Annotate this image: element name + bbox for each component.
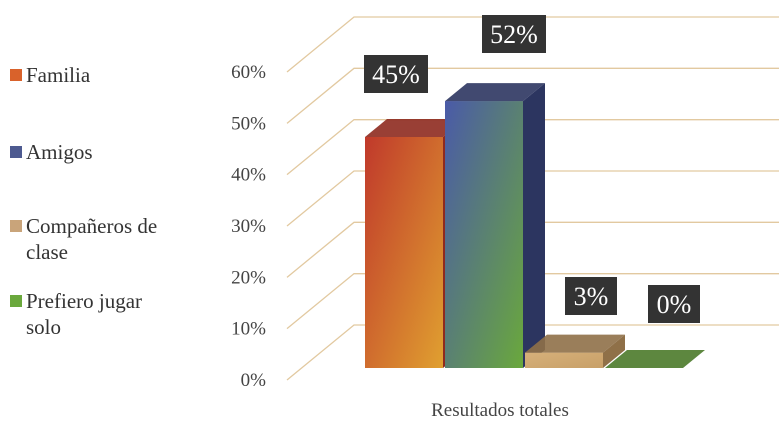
y-tick-label: 10% [231,319,266,340]
bar-top [605,350,705,368]
legend-swatch-amigos [10,146,22,158]
legend-item-familia: Familia [10,62,90,88]
y-tick-label: 30% [231,216,266,237]
gridline [286,324,779,381]
svg-text:0%: 0% [657,290,692,319]
gridlines [286,16,779,381]
gridline [286,221,779,278]
legend-label: Prefiero jugar solo [26,289,143,339]
bar-top [445,83,545,102]
legend-swatch-companeros [10,220,22,232]
gridline [286,67,779,124]
svg-text:52%: 52% [490,20,538,49]
legend-item-amigos: Amigos [10,139,93,165]
y-tick-label: 40% [231,165,266,186]
data-label: 45% [364,55,428,93]
legend-label: Familia [26,63,91,87]
bar-front [525,352,603,368]
bar-side [603,334,625,368]
legend-item-companeros: Compañeros de clase [10,213,157,265]
legend-swatch-prefiero-solo [10,295,22,307]
bar-front [365,137,443,368]
legend-label: Compañeros de clase [26,214,158,264]
bar-top [365,119,465,137]
y-tick-label: 60% [231,62,266,83]
y-tick-label: 20% [231,267,266,288]
svg-text:45%: 45% [372,60,420,89]
data-labels: 45% 52% 3% 0% [364,15,700,323]
bars [365,83,705,369]
y-tick-label: 0% [241,370,267,391]
data-label: 0% [648,285,700,323]
data-label: 3% [565,277,617,315]
bar-side [523,83,545,369]
legend-label: Amigos [26,140,93,164]
bar-top [525,334,625,353]
bar-1 [445,83,545,369]
gridline [286,273,779,330]
gridline [286,16,779,73]
bar-2 [525,334,625,368]
bar-front [445,101,523,369]
legend-item-prefiero-solo: Prefiero jugar solo [10,288,142,340]
bar-3 [605,350,705,368]
gridline [286,170,779,227]
svg-text:3%: 3% [574,282,609,311]
data-label: 52% [482,15,546,53]
gridline [286,119,779,176]
y-axis-ticks: 0% 10% 20% 30% 40% 50% 60% [231,62,266,391]
y-tick-label: 50% [231,113,266,134]
legend-swatch-familia [10,69,22,81]
x-axis-category-label: Resultados totales [431,400,569,421]
